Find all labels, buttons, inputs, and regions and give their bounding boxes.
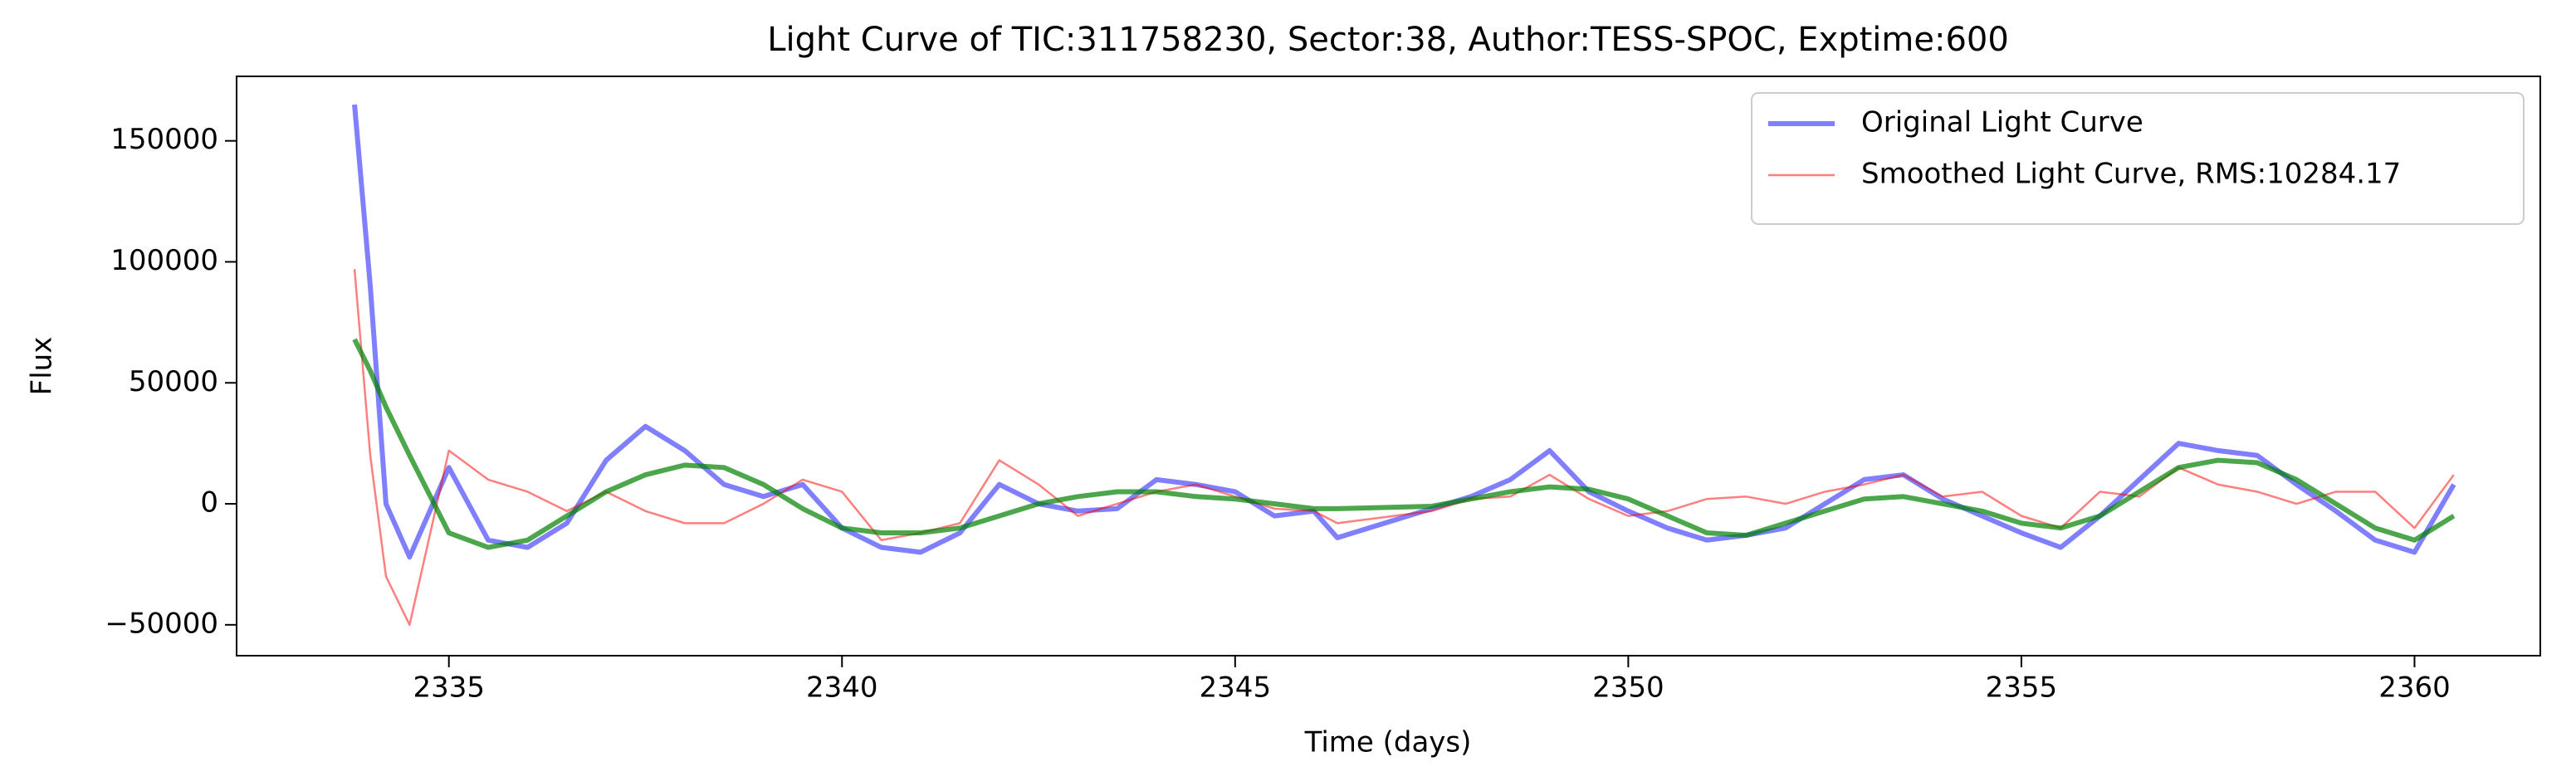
- y-axis-label: Flux: [26, 337, 59, 396]
- x-tick-label: 2335: [413, 671, 485, 705]
- y-tick-label: −50000: [105, 607, 218, 640]
- chart-title: Light Curve of TIC:311758230, Sector:38,…: [767, 21, 2009, 59]
- data-line: [353, 269, 2455, 627]
- y-tick-label: 150000: [110, 123, 218, 156]
- legend-label: Original Light Curve: [1861, 106, 2143, 139]
- x-tick-label: 2360: [2378, 671, 2451, 705]
- x-tick-label: 2355: [1986, 671, 2058, 705]
- legend-label: Smoothed Light Curve, RMS:10284.17: [1861, 158, 2401, 191]
- data-line: [352, 338, 2456, 550]
- x-tick-label: 2340: [806, 671, 878, 705]
- y-tick-label: 50000: [129, 365, 218, 398]
- y-tick-label: 0: [200, 486, 218, 520]
- x-tick-label: 2350: [1592, 671, 1664, 705]
- x-axis-label: Time (days): [1304, 726, 1472, 759]
- y-tick-label: 100000: [110, 244, 218, 277]
- legend-box: [1751, 92, 2525, 225]
- plot-frame: [236, 76, 2541, 657]
- x-tick-label: 2345: [1200, 671, 1272, 705]
